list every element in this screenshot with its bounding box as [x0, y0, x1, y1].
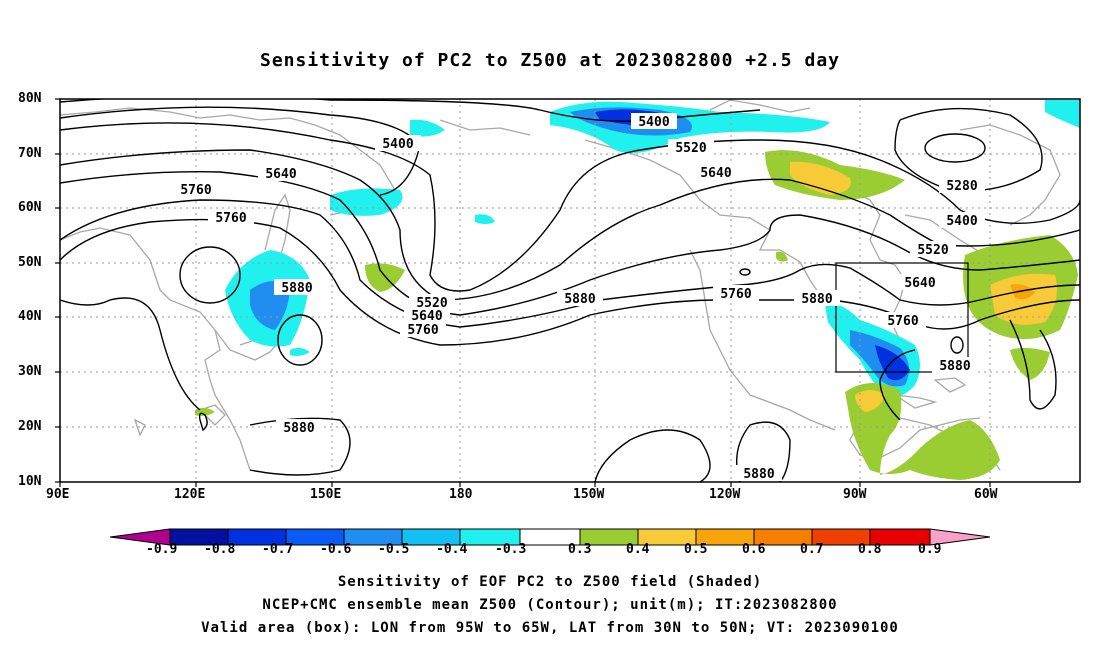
contour-label: 5280	[946, 179, 977, 194]
caption-line-3: Valid area (box): LON from 95W to 65W, L…	[201, 620, 899, 636]
contour-label: 5520	[675, 141, 706, 156]
colorbar	[109, 528, 991, 546]
colorbar-label: 0.6	[742, 542, 766, 557]
contour-label: 5880	[801, 292, 832, 307]
colorbar-label: 0.7	[800, 542, 824, 557]
lat-label: 10N	[18, 474, 42, 489]
contour-label: 5640	[700, 166, 731, 181]
map-title: Sensitivity of PC2 to Z500 at 2023082800…	[259, 50, 840, 71]
lon-label: 60W	[974, 487, 998, 502]
contour-label: 5880	[743, 467, 774, 482]
contour-label: 5400	[382, 137, 413, 152]
lon-label: 90W	[843, 487, 867, 502]
contour-label: 5880	[564, 292, 595, 307]
contour-label: 5880	[281, 281, 312, 296]
colorbar-label: 0.3	[568, 542, 592, 557]
colorbar-label: -0.5	[378, 542, 410, 557]
lat-label: 20N	[18, 419, 42, 434]
colorbar-label: -0.9	[146, 542, 178, 557]
lon-label: 90E	[46, 487, 70, 502]
lat-label: 80N	[18, 91, 42, 106]
contour-label: 5880	[939, 359, 970, 374]
valid-area-box	[835, 262, 969, 373]
lon-label: 120E	[174, 487, 206, 502]
contour-label: 5760	[180, 183, 211, 198]
colorbar-label: -0.7	[262, 542, 294, 557]
lat-label: 30N	[18, 364, 42, 379]
colorbar-label: -0.8	[204, 542, 236, 557]
contour-label: 5760	[720, 287, 751, 302]
axis-ticks	[55, 98, 991, 487]
colorbar-label: -0.4	[436, 542, 468, 557]
colorbar-label: 0.5	[684, 542, 708, 557]
contour-label: 5400	[638, 115, 669, 130]
lat-label: 40N	[18, 309, 42, 324]
graticule	[60, 99, 1080, 482]
colorbar-label: 0.8	[858, 542, 882, 557]
lat-label: 60N	[18, 200, 42, 215]
lon-label: 120W	[709, 487, 741, 502]
colorbar-arrow-right	[929, 528, 991, 546]
lon-label: 150E	[310, 487, 342, 502]
colorbar-label: -0.6	[320, 542, 352, 557]
contour-label: 5760	[887, 314, 918, 329]
contour-label: 5400	[946, 214, 977, 229]
caption-line-1: Sensitivity of EOF PC2 to Z500 field (Sh…	[337, 574, 763, 590]
lon-label: 180	[449, 487, 473, 502]
lon-label: 150W	[573, 487, 605, 502]
map-frame	[59, 98, 1081, 483]
caption-line-2: NCEP+CMC ensemble mean Z500 (Contour); u…	[262, 597, 838, 613]
contour-label: 5640	[904, 276, 935, 291]
contour-label: 5640	[411, 309, 442, 324]
lat-label: 50N	[18, 255, 42, 270]
colorbar-label: -0.3	[495, 542, 527, 557]
contour-label: 5640	[265, 167, 296, 182]
contour-label: 5520	[917, 243, 948, 258]
lat-label: 70N	[18, 146, 42, 161]
contour-label: 5760	[407, 323, 438, 338]
contour-label-group: 5400 5400 5520 5640 5640 5760 5760 5280 …	[173, 113, 985, 482]
colorbar-label: 0.4	[626, 542, 650, 557]
colorbar-label: 0.9	[918, 542, 942, 557]
contour-label: 5880	[283, 421, 314, 436]
contour-label: 5760	[215, 211, 246, 226]
